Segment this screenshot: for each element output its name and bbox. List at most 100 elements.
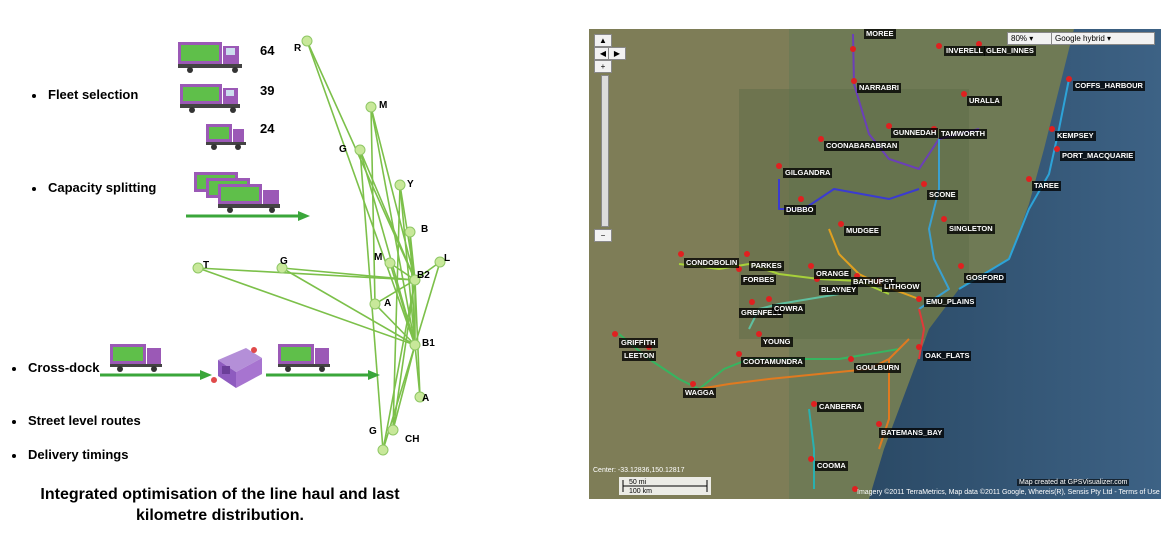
zoom-slider[interactable] — [601, 75, 609, 227]
city-label: LITHGOW — [882, 282, 922, 292]
city-label: GUNNEDAH — [891, 128, 939, 138]
node-label: M — [374, 252, 382, 263]
city-label: GOSFORD — [964, 273, 1006, 283]
cross-dock-facility-icon — [211, 347, 262, 388]
caption-line-1: Integrated optimisation of the line haul… — [40, 486, 400, 503]
edge — [197, 267, 416, 346]
edge — [409, 231, 416, 346]
pan-right-button[interactable]: ▶ — [608, 47, 626, 60]
zoom-in-button[interactable]: + — [594, 60, 612, 73]
node-label: L — [444, 253, 450, 264]
bullet-label: Fleet selection — [48, 87, 139, 102]
network-svg: R M G Y B M B2 L T G A B1 A G CH — [100, 35, 450, 456]
bullet-label: Capacity splitting — [48, 180, 157, 195]
edge — [399, 184, 416, 346]
bullet-dot — [32, 93, 36, 98]
node-g3 — [377, 444, 389, 456]
network-nodes — [192, 35, 446, 456]
edge — [370, 106, 416, 281]
edge — [197, 267, 416, 281]
node-label: G — [280, 256, 288, 267]
edge — [281, 267, 416, 281]
edge — [414, 279, 421, 398]
city-label: BATHURST — [851, 277, 896, 287]
bullet-dot — [12, 366, 16, 371]
edge — [382, 279, 416, 451]
node-l — [434, 256, 446, 268]
node-g — [354, 144, 366, 156]
city-label: COWRA — [772, 304, 806, 314]
city-label: KEMPSEY — [1055, 131, 1096, 141]
city-label: GILGANDRA — [783, 168, 833, 178]
capacity-arrow-icon — [186, 211, 310, 221]
city-label: ORANGE — [814, 269, 851, 279]
city-label: COONABARABRAN — [824, 141, 900, 151]
node-t — [192, 262, 204, 274]
city-label: BLAYNEY — [819, 285, 859, 295]
city-label: GRIFFITH — [619, 338, 658, 348]
fleet-count-small: 24 — [260, 121, 275, 136]
edge — [306, 40, 416, 346]
city-label: SINGLETON — [947, 224, 995, 234]
bullet-fleet-selection: Fleet selection — [32, 87, 138, 102]
map-credit[interactable]: Map created at GPSVisualizer.com — [1017, 479, 1130, 486]
zoom-out-button[interactable]: − — [594, 229, 612, 242]
edge — [370, 106, 376, 305]
map-center-readout: Center: -33.12836,150.12817 — [593, 467, 685, 474]
edge — [359, 149, 416, 281]
fleet-count-medium: 39 — [260, 83, 275, 98]
node-label: A — [422, 393, 429, 404]
optimisation-diagram: R M G Y B M B2 L T G A B1 A G CH — [0, 0, 580, 533]
ocean — [869, 29, 1161, 499]
city-label: NARRABRI — [857, 83, 901, 93]
bullet-label: Street level routes — [28, 413, 141, 428]
city-label: YOUNG — [761, 337, 793, 347]
scale-bar: 50 mi 100 km — [619, 477, 711, 495]
node-label: R — [294, 43, 302, 54]
caption-line-2: kilometre distribution. — [135, 507, 304, 524]
node-b — [404, 226, 416, 238]
edge — [374, 279, 416, 305]
node-label: Y — [407, 179, 414, 190]
node-label: B1 — [422, 338, 435, 349]
bullet-dot — [12, 419, 16, 424]
edge — [392, 279, 416, 431]
scale-mi: 50 mi — [629, 479, 647, 486]
cross-dock-truck-right-icon — [278, 344, 330, 372]
edge — [389, 262, 416, 346]
city-label: INVERELL — [944, 46, 986, 56]
city-label: CANBERRA — [817, 402, 864, 412]
node-b2 — [409, 274, 421, 286]
small-truck-icon — [206, 124, 246, 150]
city-label: BATEMANS_BAY — [879, 428, 945, 438]
city-label: GLEN_INNES — [984, 46, 1036, 56]
fleet-count-large: 64 — [260, 43, 275, 58]
city-label: DUBBO — [784, 205, 816, 215]
pan-up-button[interactable]: ▲ — [594, 34, 612, 47]
routes — [618, 33, 1070, 489]
map-svg: 50 mi 100 km — [589, 29, 1161, 499]
layer-select-value: Google hybrid — [1055, 34, 1105, 43]
route-map[interactable]: 50 mi 100 km ▲ ◀ ▶ + − 80% ▾ Google hybr… — [589, 29, 1161, 499]
node-label: M — [379, 100, 387, 111]
city-label: LEETON — [622, 351, 657, 361]
bullet-street-level-routes: Street level routes — [12, 413, 141, 428]
node-g2 — [276, 262, 288, 274]
layer-select[interactable]: Google hybrid ▾ — [1051, 32, 1155, 45]
edge — [281, 267, 416, 346]
node-r — [301, 35, 313, 47]
city-label: PORT_MACQUARIE — [1060, 151, 1136, 161]
node-label: B2 — [417, 270, 430, 281]
node-label: G — [369, 426, 377, 437]
city-label: GRENFELL — [739, 308, 784, 318]
bullet-label: Delivery timings — [28, 447, 129, 462]
cross-dock-truck-left-icon — [110, 344, 162, 372]
scale-km: 100 km — [629, 488, 652, 495]
node-label: A — [384, 298, 391, 309]
bullet-cross-dock: Cross-dock — [12, 360, 100, 375]
node-label: T — [203, 260, 209, 271]
bullet-label: Cross-dock — [28, 360, 100, 375]
bullet-delivery-timings: Delivery timings — [12, 447, 128, 462]
zoom-select[interactable]: 80% ▾ — [1007, 32, 1053, 45]
node-b1 — [409, 339, 421, 351]
